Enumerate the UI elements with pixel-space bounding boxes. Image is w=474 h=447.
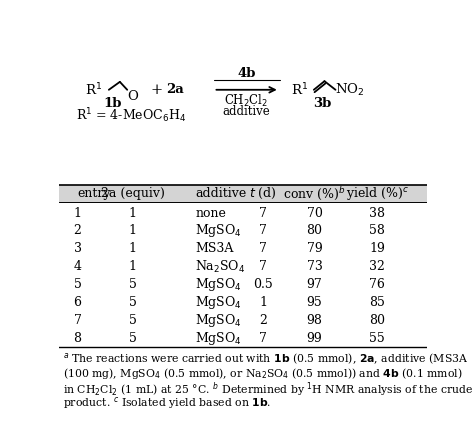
Text: 1: 1 bbox=[129, 260, 137, 273]
Text: 38: 38 bbox=[369, 207, 385, 219]
Text: MgSO$_4$: MgSO$_4$ bbox=[195, 223, 242, 240]
Text: 55: 55 bbox=[369, 332, 385, 345]
Text: 2: 2 bbox=[259, 314, 267, 327]
Text: entry: entry bbox=[78, 187, 111, 200]
Text: 32: 32 bbox=[369, 260, 385, 273]
Text: CH$_2$Cl$_2$: CH$_2$Cl$_2$ bbox=[225, 93, 269, 109]
Text: 7: 7 bbox=[259, 242, 267, 255]
Text: in CH$_2$Cl$_2$ (1 mL) at 25 °C. $^b$ Determined by $^1$H NMR analysis of the cr: in CH$_2$Cl$_2$ (1 mL) at 25 °C. $^b$ De… bbox=[63, 380, 473, 399]
Text: MS3A: MS3A bbox=[195, 242, 234, 255]
Text: 7: 7 bbox=[259, 260, 267, 273]
Text: conv (%)$^{b}$: conv (%)$^{b}$ bbox=[283, 185, 346, 202]
Text: 5: 5 bbox=[129, 296, 137, 309]
Text: 1b: 1b bbox=[103, 97, 122, 110]
Text: 6: 6 bbox=[73, 296, 82, 309]
Text: 4b: 4b bbox=[237, 67, 256, 80]
Text: 7: 7 bbox=[73, 314, 82, 327]
Text: 7: 7 bbox=[259, 207, 267, 219]
Text: 2: 2 bbox=[73, 224, 82, 237]
Text: MgSO$_4$: MgSO$_4$ bbox=[195, 312, 242, 329]
Text: R$^1$: R$^1$ bbox=[85, 81, 102, 98]
Text: 1: 1 bbox=[129, 242, 137, 255]
Text: MgSO$_4$: MgSO$_4$ bbox=[195, 330, 242, 347]
Text: additive: additive bbox=[195, 187, 246, 200]
Text: 85: 85 bbox=[369, 296, 385, 309]
Text: 2a (equiv): 2a (equiv) bbox=[101, 187, 164, 200]
Text: product. $^c$ Isolated yield based on $\mathbf{1b}$.: product. $^c$ Isolated yield based on $\… bbox=[63, 395, 271, 411]
Text: 80: 80 bbox=[369, 314, 385, 327]
Text: 1: 1 bbox=[129, 207, 137, 219]
Text: 76: 76 bbox=[369, 278, 385, 291]
Text: 1: 1 bbox=[73, 207, 82, 219]
Text: +: + bbox=[151, 83, 163, 97]
Text: 80: 80 bbox=[307, 224, 323, 237]
Text: yield (%)$^{c}$: yield (%)$^{c}$ bbox=[346, 185, 409, 202]
Text: 58: 58 bbox=[369, 224, 385, 237]
Text: $t$ (d): $t$ (d) bbox=[249, 186, 277, 201]
Text: 95: 95 bbox=[307, 296, 322, 309]
Text: 98: 98 bbox=[307, 314, 322, 327]
Text: 5: 5 bbox=[129, 332, 137, 345]
Bar bbox=[59, 185, 427, 202]
Text: 99: 99 bbox=[307, 332, 322, 345]
Text: 7: 7 bbox=[259, 224, 267, 237]
Text: O: O bbox=[128, 90, 138, 103]
Text: MgSO$_4$: MgSO$_4$ bbox=[195, 294, 242, 311]
Text: none: none bbox=[195, 207, 226, 219]
Text: $^a$ The reactions were carried out with $\mathbf{1b}$ (0.5 mmol), $\mathbf{2a}$: $^a$ The reactions were carried out with… bbox=[63, 351, 468, 367]
Text: R$^1$ = 4-MeOC$_6$H$_4$: R$^1$ = 4-MeOC$_6$H$_4$ bbox=[76, 106, 186, 125]
Text: 1: 1 bbox=[129, 224, 137, 237]
Text: 1: 1 bbox=[259, 296, 267, 309]
Text: 5: 5 bbox=[129, 278, 137, 291]
Text: 5: 5 bbox=[129, 314, 137, 327]
Text: 19: 19 bbox=[369, 242, 385, 255]
Text: additive: additive bbox=[223, 105, 271, 118]
Text: 7: 7 bbox=[259, 332, 267, 345]
Text: Na$_2$SO$_4$: Na$_2$SO$_4$ bbox=[195, 259, 246, 275]
Text: MgSO$_4$: MgSO$_4$ bbox=[195, 276, 242, 293]
Text: 97: 97 bbox=[307, 278, 322, 291]
Text: NO$_2$: NO$_2$ bbox=[336, 82, 365, 98]
Text: 8: 8 bbox=[73, 332, 82, 345]
Text: 4: 4 bbox=[73, 260, 82, 273]
Text: R$^1$: R$^1$ bbox=[291, 81, 308, 98]
Text: 0.5: 0.5 bbox=[253, 278, 273, 291]
Text: 2a: 2a bbox=[166, 83, 184, 96]
Text: 5: 5 bbox=[73, 278, 82, 291]
Text: (100 mg), MgSO$_4$ (0.5 mmol), or Na$_2$SO$_4$ (0.5 mmol)) and $\mathbf{4b}$ (0.: (100 mg), MgSO$_4$ (0.5 mmol), or Na$_2$… bbox=[63, 366, 463, 381]
Text: 70: 70 bbox=[307, 207, 322, 219]
Text: 3b: 3b bbox=[313, 97, 331, 110]
Text: 3: 3 bbox=[73, 242, 82, 255]
Text: 79: 79 bbox=[307, 242, 322, 255]
Text: 73: 73 bbox=[307, 260, 322, 273]
